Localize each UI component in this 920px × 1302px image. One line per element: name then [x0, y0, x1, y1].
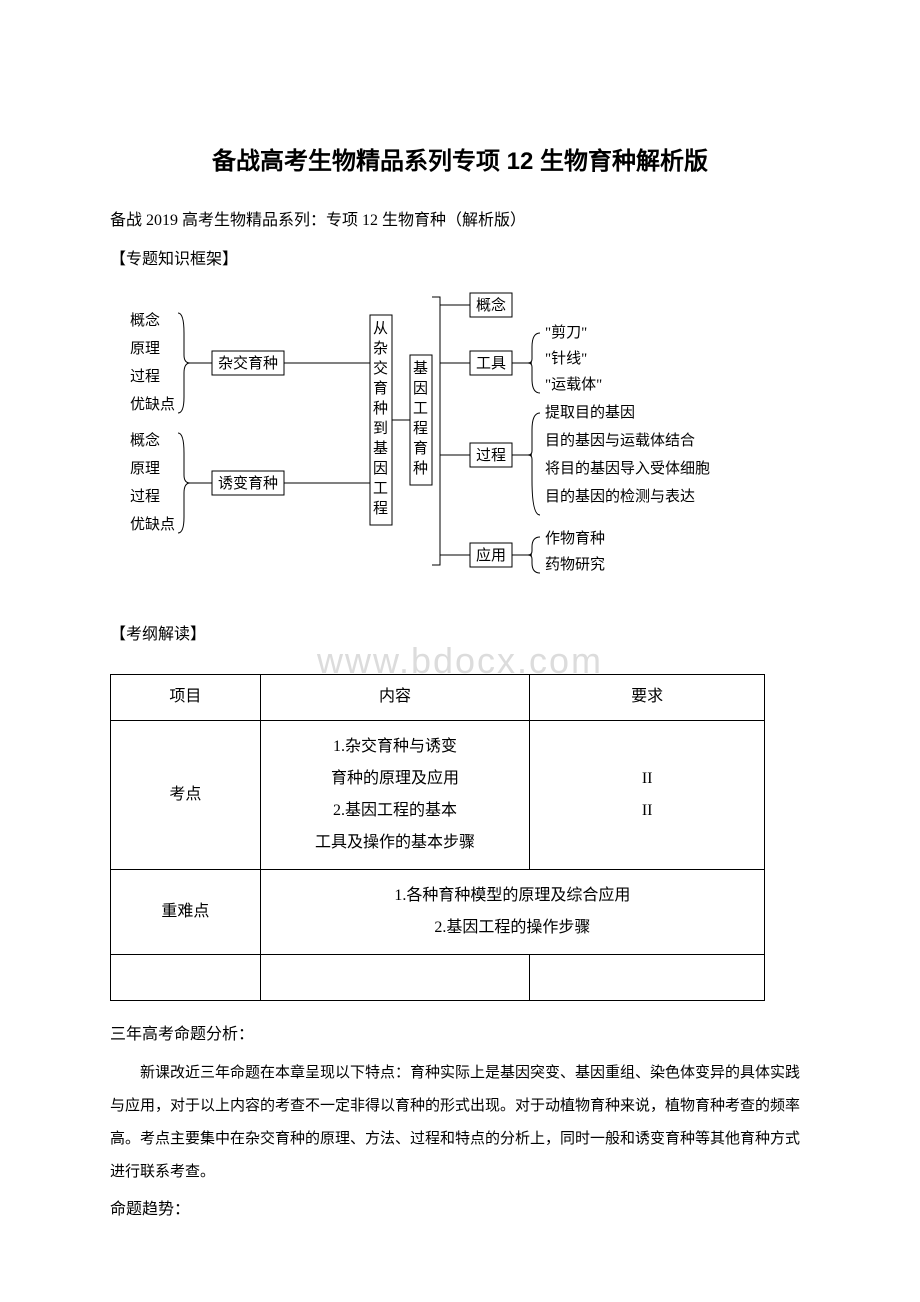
dg-concept: 概念: [130, 311, 160, 329]
r2l1: 1.各种育种模型的原理及综合应用: [394, 887, 630, 904]
branch-a-text: 概念: [476, 296, 506, 314]
dg-process2: 过程: [130, 488, 160, 505]
v1-c7: 因: [373, 460, 388, 477]
analysis-title: 三年高考命题分析：: [110, 1021, 810, 1050]
dg-concept2: 概念: [130, 431, 160, 449]
brace-c: [528, 413, 540, 515]
v1-c9: 程: [373, 500, 388, 517]
syllabus-label: 【考纲解读】: [110, 621, 810, 650]
v2-c2: 工: [413, 401, 428, 417]
c-item-2: 将目的基因导入受体细胞: [545, 460, 710, 477]
r1l2: 育种的原理及应用: [331, 770, 459, 787]
v2-c5: 种: [413, 460, 428, 477]
brace-b: [528, 333, 540, 393]
v1-c6: 基: [373, 440, 388, 457]
page-title: 备战高考生物精品系列专项 12 生物育种解析版: [110, 140, 810, 183]
v1-c0: 从: [373, 321, 388, 337]
dg-principle: 原理: [130, 341, 160, 357]
box-cross-text: 杂交育种: [218, 354, 278, 372]
b-item-0: "剪刀": [545, 324, 587, 341]
bracket-2: [178, 433, 190, 533]
v1-c5: 到: [373, 420, 388, 437]
r1r2: II: [642, 802, 653, 819]
subtitle: 备战 2019 高考生物精品系列：专项 12 生物育种（解析版）: [110, 207, 810, 236]
cell-content-1: 1.杂交育种与诱变 育种的原理及应用 2.基因工程的基本 工具及操作的基本步骤: [260, 720, 530, 869]
cell-kaodian: 考点: [111, 720, 261, 869]
big-bracket: [432, 297, 470, 565]
r1l1: 1.杂交育种与诱变: [333, 738, 457, 755]
syllabus-table: 项目 内容 要求 考点 1.杂交育种与诱变 育种的原理及应用 2.基因工程的基本…: [110, 674, 765, 1001]
v1-c4: 种: [373, 400, 388, 417]
v2-c4: 育: [413, 440, 428, 457]
table-row: 重难点 1.各种育种模型的原理及综合应用 2.基因工程的操作步骤: [111, 869, 765, 954]
branch-d-text: 应用: [476, 546, 506, 564]
v1-c1: 杂: [373, 340, 388, 357]
dg-principle2: 原理: [130, 461, 160, 477]
v1-c3: 育: [373, 380, 388, 397]
v2-c1: 因: [413, 380, 428, 397]
v1-c2: 交: [373, 359, 388, 377]
cell-content-2: 1.各种育种模型的原理及综合应用 2.基因工程的操作步骤: [260, 869, 764, 954]
dg-procon2: 优缺点: [130, 516, 175, 533]
cell-zhongnandian: 重难点: [111, 869, 261, 954]
d-item-1: 药物研究: [545, 556, 605, 573]
cell-empty-1: [111, 954, 261, 1000]
c-item-0: 提取目的基因: [545, 404, 635, 421]
framework-label: 【专题知识框架】: [110, 246, 810, 275]
analysis-body: 新课改近三年命题在本章呈现以下特点：育种实际上是基因突变、基因重组、染色体变异的…: [110, 1056, 810, 1188]
table-row: [111, 954, 765, 1000]
knowledge-framework-diagram: 概念 原理 过程 优缺点 杂交育种 概念 原理 过程 优缺点 诱变育种 从 杂 …: [110, 285, 810, 606]
branch-b-text: 工具: [476, 356, 506, 372]
c-item-3: 目的基因的检测与表达: [545, 488, 695, 505]
b-item-1: "针线": [545, 350, 587, 367]
c-item-1: 目的基因与运载体结合: [545, 432, 695, 449]
cell-empty-2: [260, 954, 530, 1000]
v1-c8: 工: [373, 481, 388, 497]
b-item-2: "运载体": [545, 376, 602, 393]
v2-c0: 基: [413, 360, 428, 377]
r1l3: 2.基因工程的基本: [333, 802, 457, 819]
v2-c3: 程: [413, 420, 428, 437]
branch-c-text: 过程: [476, 447, 506, 464]
cell-req-1: II II: [530, 720, 765, 869]
bracket-1: [178, 313, 190, 413]
d-item-0: 作物育种: [545, 530, 605, 547]
table-row: 考点 1.杂交育种与诱变 育种的原理及应用 2.基因工程的基本 工具及操作的基本…: [111, 720, 765, 869]
r1r1: II: [642, 770, 653, 787]
r1l4: 工具及操作的基本步骤: [315, 834, 475, 851]
dg-procon: 优缺点: [130, 396, 175, 413]
dg-process: 过程: [130, 368, 160, 385]
diagram-svg: 概念 原理 过程 优缺点 杂交育种 概念 原理 过程 优缺点 诱变育种 从 杂 …: [110, 285, 810, 595]
trend-title: 命题趋势：: [110, 1196, 810, 1225]
r2l2: 2.基因工程的操作步骤: [434, 919, 590, 936]
box-mutate-text: 诱变育种: [218, 475, 278, 492]
brace-d: [528, 537, 540, 573]
cell-empty-3: [530, 954, 765, 1000]
